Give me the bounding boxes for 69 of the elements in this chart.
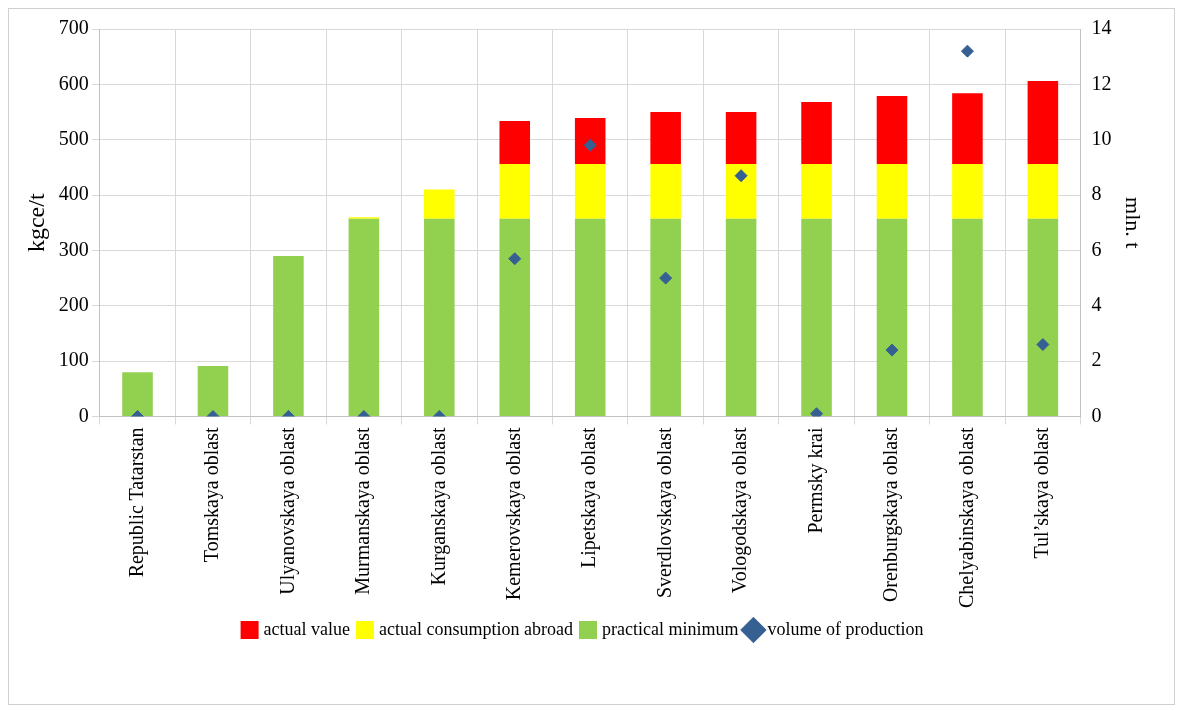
y2-axis-title: mln. t [1121, 197, 1147, 249]
x-tick-label: Vologodskaya oblast [728, 427, 752, 594]
bar [499, 164, 531, 219]
y-tick-label: 400 [58, 182, 89, 205]
x-tick-label: Tul’skaya oblast [1030, 427, 1054, 559]
bar [876, 95, 908, 165]
y-tick-label: 100 [58, 348, 89, 371]
bar [499, 120, 531, 165]
y2-tick-label: 6 [1091, 237, 1102, 260]
bar [650, 164, 681, 219]
y-tick-label: 300 [58, 237, 89, 260]
bar [952, 218, 983, 416]
y-tick-label: 200 [58, 293, 89, 316]
bar [650, 218, 681, 416]
bar [424, 189, 455, 219]
bar [197, 366, 229, 416]
x-tick-label: Tomskaya oblast [200, 427, 224, 563]
y2-tick-label: 14 [1091, 16, 1112, 39]
legend-label: actual consumption abroad [379, 618, 573, 639]
y-axis-title: kgce/t [22, 193, 49, 253]
y2-tick-label: 4 [1091, 293, 1102, 316]
bar [650, 112, 681, 165]
x-tick-label: Kemerovskaya oblast [502, 427, 525, 601]
bar [273, 255, 304, 416]
bar [725, 112, 757, 165]
y2-tick-label: 12 [1091, 71, 1112, 94]
bar [348, 218, 380, 416]
y2-tick-label: 0 [1091, 403, 1102, 426]
bar [574, 218, 606, 416]
x-tick-label: Lipetskaya oblast [577, 427, 601, 569]
bar [1027, 218, 1059, 416]
bar [876, 164, 908, 219]
x-tick-label: Chelyabinskaya oblast [954, 427, 978, 609]
x-tick-label: Ulyanovskaya oblast [275, 427, 299, 595]
legend-label: practical minimum [601, 618, 739, 639]
bar [801, 218, 832, 416]
bar [424, 218, 455, 416]
bar [574, 118, 606, 165]
y2-tick-label: 8 [1091, 182, 1102, 205]
x-tick-label: Orenburgskaya oblast [879, 427, 903, 603]
y2-tick-label: 10 [1091, 126, 1112, 149]
bar [1027, 164, 1059, 219]
point [508, 252, 522, 266]
bar [876, 218, 908, 416]
bar [499, 218, 531, 416]
legend-label: volume of production [767, 618, 924, 639]
bar [122, 372, 153, 416]
x-tick-label: Kurganskaya oblast [426, 427, 450, 586]
point [734, 169, 748, 183]
y-tick-label: 500 [58, 126, 89, 149]
y-tick-label: 700 [58, 16, 89, 39]
bar [801, 102, 832, 165]
bar [952, 164, 983, 219]
bar [952, 93, 983, 165]
bar [725, 164, 757, 219]
x-tick-label: Sverdlovskaya oblast [652, 427, 676, 599]
y2-tick-label: 2 [1091, 348, 1102, 371]
legend-label: actual value [263, 618, 351, 639]
x-tick-label: Republic Tatarstan [124, 427, 148, 578]
point [810, 407, 824, 417]
point [659, 271, 673, 285]
bar [574, 164, 606, 219]
y-tick-label: 0 [78, 403, 89, 426]
bar [1027, 81, 1059, 165]
y-tick-label: 600 [58, 71, 89, 94]
bar [725, 218, 757, 416]
bar [801, 164, 832, 219]
x-tick-label: Murmanskaya oblast [351, 427, 375, 595]
x-tick-label: Permsky krai [803, 427, 827, 534]
